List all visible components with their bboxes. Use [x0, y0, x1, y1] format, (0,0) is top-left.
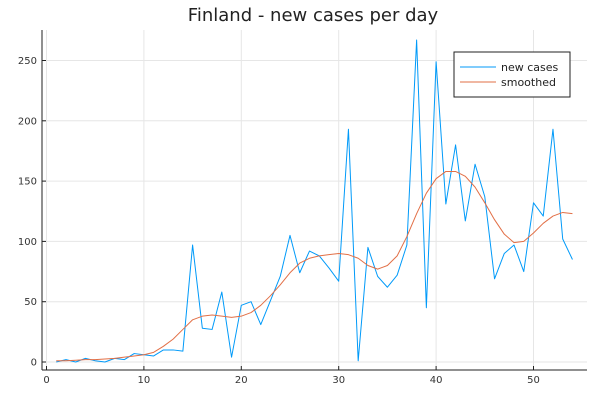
series-group: [56, 39, 573, 363]
chart-title: Finland - new cases per day: [188, 5, 439, 26]
series-line-smoothed: [56, 170, 573, 362]
legend-label-new-cases: new cases: [501, 61, 559, 74]
y-tick-label: 50: [24, 297, 37, 308]
x-tick-label: 50: [527, 375, 540, 386]
y-tick-label: 150: [18, 177, 37, 188]
legend: new cases smoothed: [453, 51, 571, 98]
y-tick-label: 100: [18, 237, 37, 248]
x-tick-label: 0: [43, 375, 49, 386]
x-tick-label: 30: [332, 375, 345, 386]
tick-labels: 0 10 20 30 40 50 0 50 100 150 200 250: [18, 56, 540, 386]
y-tick-label: 200: [18, 116, 37, 127]
y-tick-label: 0: [31, 358, 37, 369]
x-tick-label: 10: [138, 375, 151, 386]
axes: [41, 30, 587, 371]
legend-label-smoothed: smoothed: [501, 76, 556, 89]
y-tick-label: 250: [18, 56, 37, 67]
x-tick-label: 20: [235, 375, 248, 386]
legend-box: [453, 51, 571, 98]
x-tick-label: 40: [430, 375, 443, 386]
